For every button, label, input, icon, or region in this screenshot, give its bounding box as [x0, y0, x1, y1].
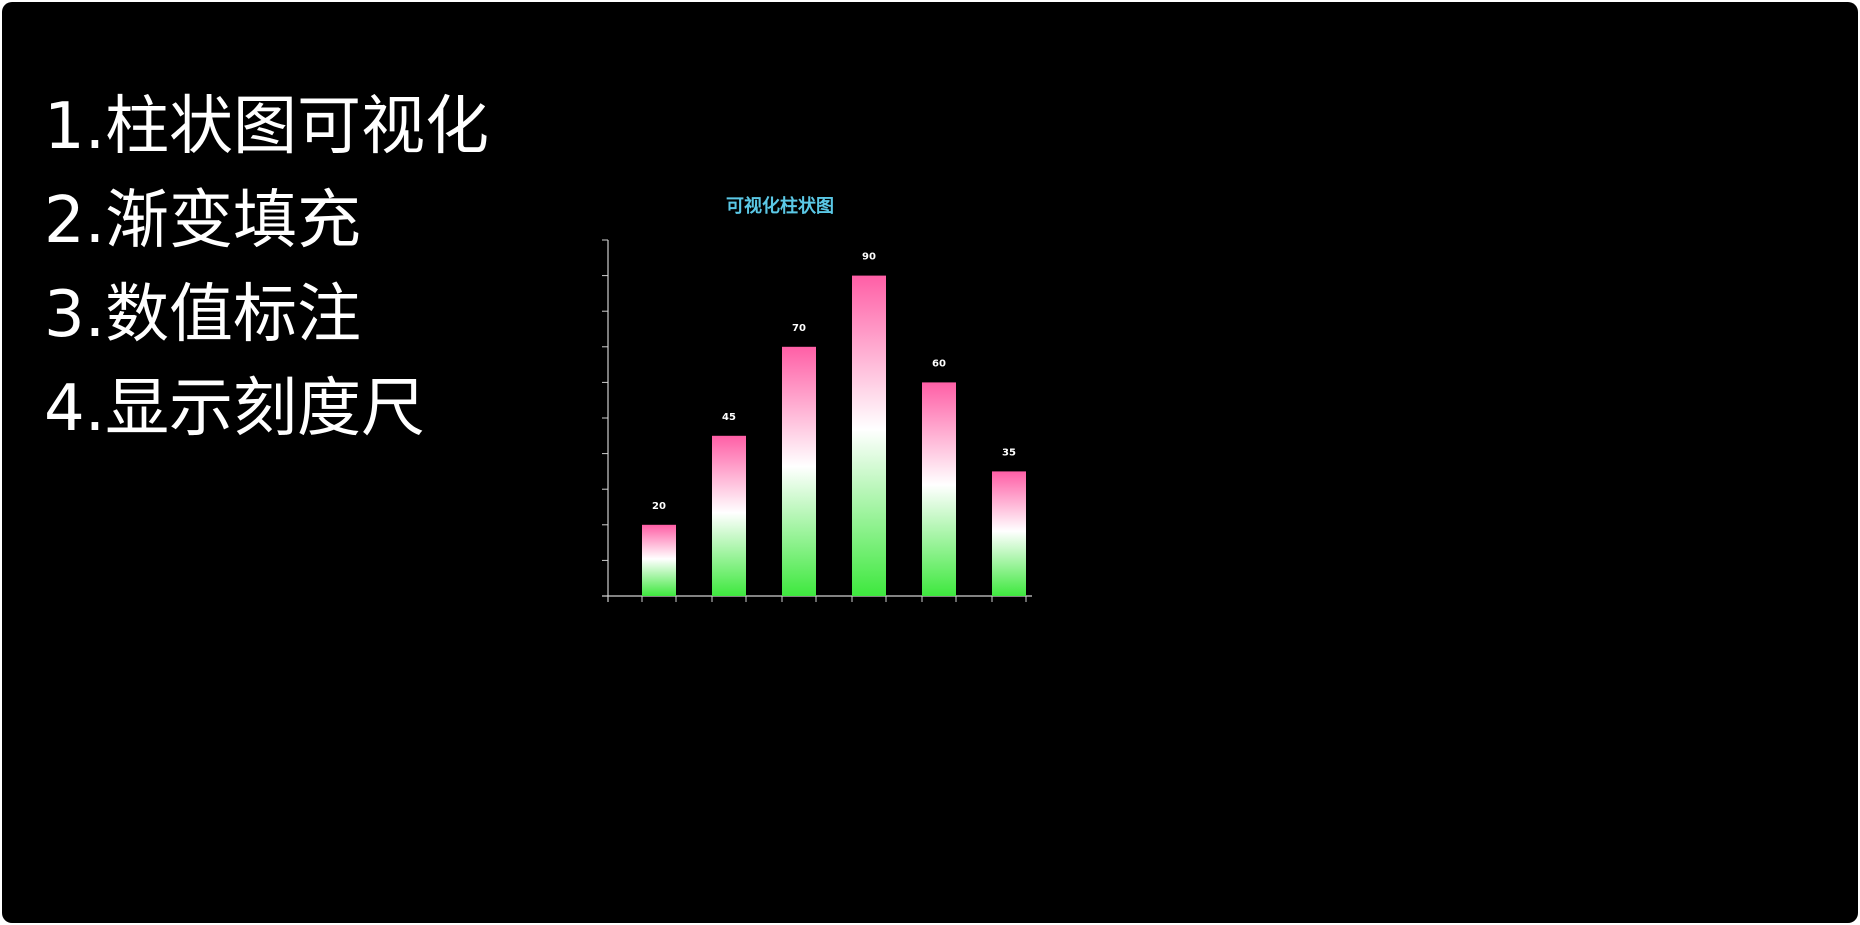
bar-value-label: 20	[652, 501, 666, 512]
feature-list: 1.柱状图可视化 2.渐变填充 3.数值标注 4.显示刻度尺	[44, 80, 489, 456]
feature-item-3: 3.数值标注	[44, 278, 362, 352]
bar-value-label: 45	[722, 412, 736, 423]
bar	[642, 524, 676, 596]
chart-title: 可视化柱状图	[726, 195, 834, 217]
bar	[992, 471, 1026, 596]
bar-value-label: 90	[862, 252, 876, 263]
feature-item-2: 2.渐变填充	[44, 184, 362, 258]
chart-bars	[642, 275, 1026, 596]
bar-value-label: 60	[932, 358, 946, 369]
bar	[852, 275, 886, 596]
chart-value-labels: 20 45 70 90 60 35	[652, 252, 1016, 512]
bar-value-label: 70	[792, 323, 806, 334]
feature-item-1: 1.柱状图可视化	[44, 90, 490, 164]
bar-value-label: 35	[1002, 447, 1016, 458]
bar	[712, 435, 746, 596]
bar	[782, 346, 816, 596]
bar	[922, 382, 956, 596]
feature-item-4: 4.显示刻度尺	[44, 372, 426, 446]
